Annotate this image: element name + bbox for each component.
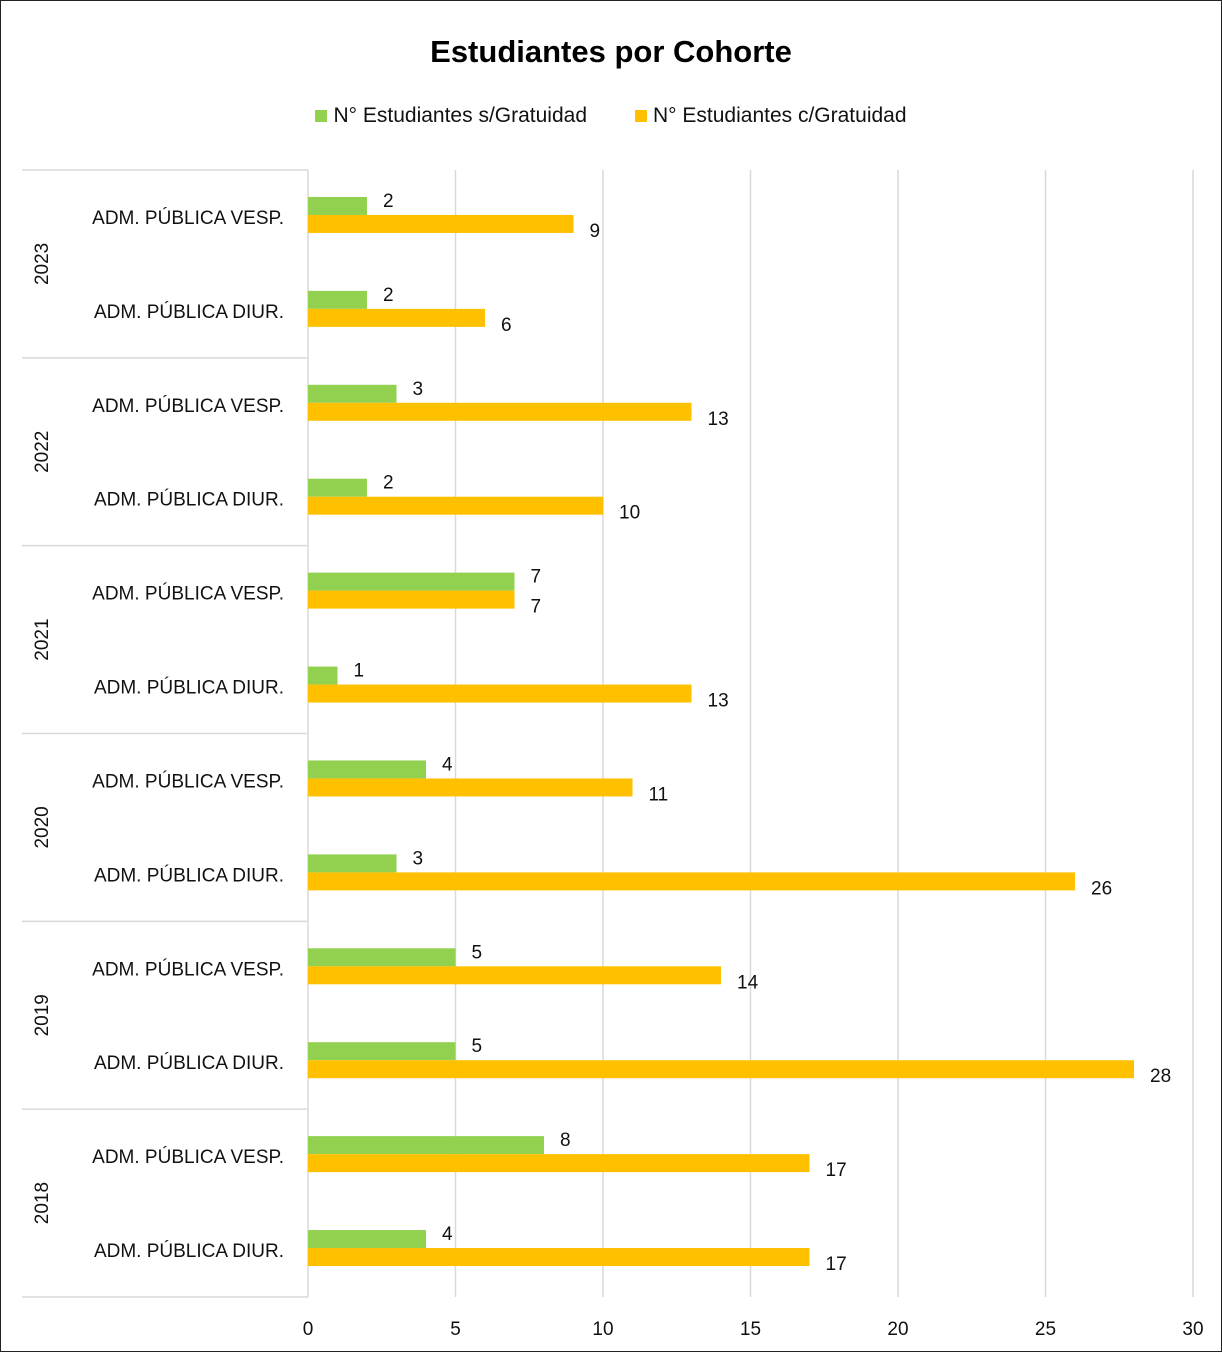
data-label-sin-gratuidad: 8	[560, 1130, 571, 1151]
bar-con-gratuidad	[308, 496, 603, 515]
bar-sin-gratuidad	[308, 760, 426, 779]
group-label-2019: 2019	[32, 994, 53, 1036]
bar-sin-gratuidad	[308, 854, 397, 873]
x-tick-label-6: 30	[1182, 1319, 1203, 1340]
bar-sin-gratuidad	[308, 948, 456, 967]
data-label-sin-gratuidad: 2	[383, 285, 394, 306]
legend-item-con-gratuidad: N° Estudiantes c/Gratuidad	[635, 104, 907, 128]
data-label-con-gratuidad: 17	[826, 1160, 847, 1181]
legend: N° Estudiantes s/Gratuidad N° Estudiante…	[0, 104, 1222, 128]
data-label-con-gratuidad: 7	[531, 597, 542, 618]
legend-swatch-sin-gratuidad	[315, 110, 328, 122]
legend-label-con-gratuidad: N° Estudiantes c/Gratuidad	[653, 104, 907, 127]
data-label-con-gratuidad: 14	[737, 972, 759, 993]
chart-title: Estudiantes por Cohorte	[430, 34, 792, 69]
bar-sin-gratuidad	[308, 572, 515, 591]
x-tick-label-4: 20	[887, 1319, 908, 1340]
legend-label-sin-gratuidad: N° Estudiantes s/Gratuidad	[333, 104, 587, 127]
bar-sin-gratuidad	[308, 478, 367, 497]
bar-con-gratuidad	[308, 684, 692, 703]
data-label-con-gratuidad: 10	[619, 503, 640, 524]
category-label: ADM. PÚBLICA VESP.	[92, 395, 284, 417]
x-tick-label-2: 10	[592, 1319, 613, 1340]
category-label: ADM. PÚBLICA VESP.	[92, 583, 284, 605]
bar-con-gratuidad	[308, 1060, 1134, 1079]
group-label-2023: 2023	[32, 243, 53, 285]
category-label: ADM. PÚBLICA VESP.	[92, 207, 284, 229]
data-label-sin-gratuidad: 5	[472, 942, 483, 963]
data-label-con-gratuidad: 11	[649, 784, 669, 805]
x-tick-label-1: 5	[450, 1319, 461, 1340]
bar-sin-gratuidad	[308, 666, 338, 685]
data-label-con-gratuidad: 17	[826, 1254, 847, 1275]
bar-sin-gratuidad	[308, 1230, 426, 1249]
bar-sin-gratuidad	[308, 384, 397, 403]
category-label: ADM. PÚBLICA DIUR.	[94, 489, 284, 511]
data-label-con-gratuidad: 6	[501, 315, 512, 336]
x-tick-label-5: 25	[1035, 1319, 1056, 1340]
data-label-sin-gratuidad: 5	[472, 1036, 483, 1057]
bar-con-gratuidad	[308, 1248, 810, 1267]
data-label-sin-gratuidad: 7	[531, 567, 542, 588]
data-label-sin-gratuidad: 2	[383, 473, 394, 494]
group-label-2021: 2021	[32, 618, 53, 660]
data-label-con-gratuidad: 28	[1150, 1066, 1171, 1087]
data-label-sin-gratuidad: 4	[442, 754, 453, 775]
data-label-sin-gratuidad: 3	[413, 379, 424, 400]
group-label-2018: 2018	[32, 1182, 53, 1224]
bar-con-gratuidad	[308, 966, 721, 985]
bar-con-gratuidad	[308, 872, 1075, 891]
x-tick-label-0: 0	[303, 1319, 314, 1340]
data-label-sin-gratuidad: 1	[354, 661, 365, 682]
data-label-sin-gratuidad: 3	[413, 848, 424, 869]
category-label: ADM. PÚBLICA VESP.	[92, 958, 284, 980]
data-label-sin-gratuidad: 2	[383, 191, 394, 212]
bar-sin-gratuidad	[308, 1136, 544, 1155]
legend-swatch-con-gratuidad	[635, 110, 647, 122]
data-label-con-gratuidad: 26	[1091, 878, 1112, 899]
category-label: ADM. PÚBLICA VESP.	[92, 770, 284, 792]
legend-item-sin-gratuidad: N° Estudiantes s/Gratuidad	[315, 104, 587, 128]
data-label-con-gratuidad: 13	[708, 409, 729, 430]
group-label-2022: 2022	[32, 431, 53, 473]
category-label: ADM. PÚBLICA DIUR.	[94, 1240, 284, 1262]
data-label-con-gratuidad: 13	[708, 691, 729, 712]
category-label: ADM. PÚBLICA DIUR.	[94, 1052, 284, 1074]
category-label: ADM. PÚBLICA DIUR.	[94, 677, 284, 699]
data-label-con-gratuidad: 9	[590, 221, 601, 242]
bar-con-gratuidad	[308, 308, 485, 327]
bar-sin-gratuidad	[308, 196, 367, 215]
bar-sin-gratuidad	[308, 290, 367, 309]
bar-con-gratuidad	[308, 402, 692, 421]
group-label-2020: 2020	[32, 806, 53, 848]
category-label: ADM. PÚBLICA DIUR.	[94, 301, 284, 323]
bar-con-gratuidad	[308, 1154, 810, 1173]
category-label: ADM. PÚBLICA DIUR.	[94, 864, 284, 886]
bar-con-gratuidad	[308, 778, 633, 797]
x-tick-label-3: 15	[740, 1319, 761, 1340]
data-label-sin-gratuidad: 4	[442, 1224, 453, 1245]
bar-con-gratuidad	[308, 590, 515, 609]
bar-con-gratuidad	[308, 214, 574, 233]
category-label: ADM. PÚBLICA VESP.	[92, 1146, 284, 1168]
bar-sin-gratuidad	[308, 1042, 456, 1061]
